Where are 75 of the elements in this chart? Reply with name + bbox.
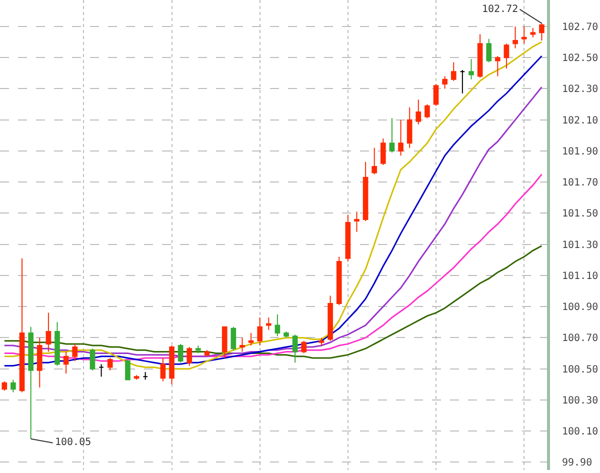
candlestick (442, 76, 448, 90)
candlestick (248, 332, 254, 346)
candlestick (336, 256, 342, 306)
y-tick-label: 102.50 (562, 53, 598, 64)
candlestick (530, 28, 536, 38)
candlestick (169, 345, 174, 385)
candlestick (504, 43, 510, 69)
candlestick (2, 380, 8, 392)
candlestick (107, 357, 113, 371)
y-tick-label: 101.30 (562, 240, 598, 251)
y-tick-label: 100.50 (562, 364, 598, 376)
y-tick-label: 102.30 (562, 84, 598, 96)
candlestick (406, 106, 412, 148)
candlestick (468, 58, 474, 80)
candlestick (204, 350, 210, 357)
candlestick (380, 138, 386, 166)
y-tick-label: 100.70 (562, 333, 598, 344)
candlestick (398, 119, 404, 156)
candlestick (196, 345, 201, 354)
annotation: 100.05 (55, 437, 92, 448)
candlestick (301, 340, 307, 354)
candlestick (274, 314, 280, 337)
candlestick (142, 371, 148, 380)
candlestick (19, 258, 25, 393)
candlestick (486, 38, 492, 63)
y-tick-label: 100.30 (562, 395, 598, 406)
annotation: 102.72 (482, 4, 518, 15)
y-tick-label: 102.70 (562, 22, 598, 33)
candlestick (354, 211, 360, 232)
y-tick-label: 101.50 (562, 208, 598, 220)
candlestick (362, 161, 368, 222)
candlestick (240, 337, 245, 352)
candlestick (433, 84, 439, 106)
candlestick (495, 56, 500, 77)
candlestick (28, 326, 34, 440)
candlestick (416, 99, 422, 125)
y-tick-label: 100.10 (562, 426, 598, 438)
y-tick-label: 99.90 (562, 458, 592, 469)
candlestick (90, 348, 96, 371)
candlestick (512, 26, 518, 49)
candlestick (284, 330, 289, 338)
candlestick (460, 70, 466, 94)
candlestick (186, 346, 192, 366)
y-tick-label: 101.10 (562, 270, 598, 282)
candlestick (521, 26, 527, 44)
line-series (4, 174, 542, 362)
candlestick (10, 379, 16, 393)
candlestick (160, 357, 166, 382)
candlestick (36, 337, 42, 388)
candlestick (178, 343, 184, 364)
y-tick-label: 101.90 (562, 146, 598, 158)
candlestick (63, 351, 69, 374)
candlestick (450, 62, 456, 82)
candlestick (328, 295, 333, 342)
y-tick-label: 102.10 (562, 115, 598, 126)
candlestick (345, 214, 351, 262)
candlestick (54, 322, 60, 366)
candlestick (389, 118, 395, 154)
candlestick (222, 326, 228, 358)
candlestick (257, 316, 263, 346)
line-series (4, 245, 542, 359)
candlestick (72, 343, 78, 362)
y-tick-label: 100.90 (562, 302, 598, 314)
candlestick (424, 104, 430, 119)
candlestick (292, 334, 298, 364)
candlestick (46, 312, 52, 352)
candlestick (266, 316, 272, 330)
candlestick (98, 364, 104, 378)
candlestick (230, 326, 236, 351)
candlestick (539, 22, 544, 41)
candlestick (318, 337, 324, 346)
y-tick-label: 101.70 (562, 178, 598, 189)
candlestick (477, 34, 483, 78)
candlestick (125, 359, 130, 380)
candlestick (372, 147, 378, 175)
